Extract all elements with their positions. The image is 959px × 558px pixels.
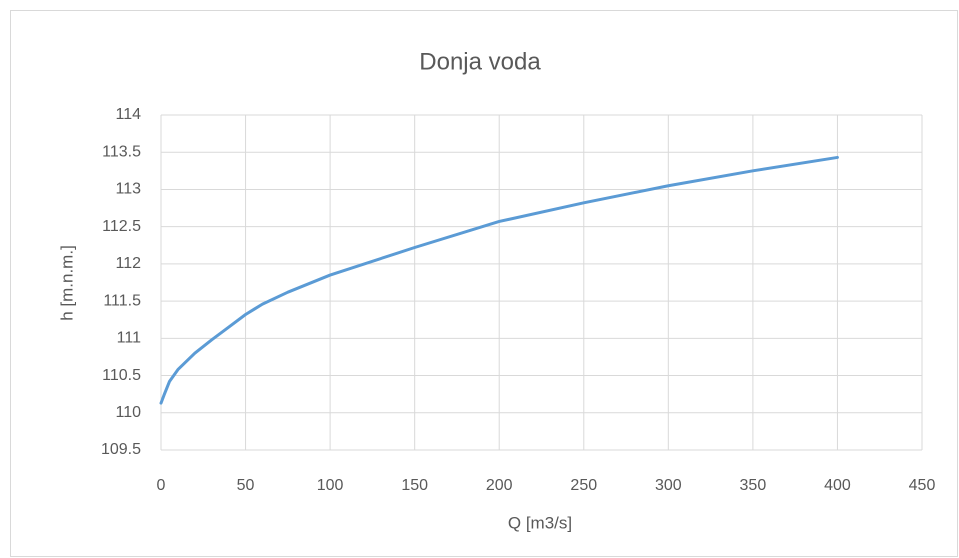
x-tick-label: 350 [740, 477, 767, 494]
x-axis-label: Q [m3/s] [508, 513, 572, 532]
x-tick-label: 0 [157, 477, 166, 494]
x-tick-label: 450 [909, 477, 936, 494]
x-tick-label: 400 [824, 477, 851, 494]
y-axis-label: h [m.n.m.] [57, 245, 76, 321]
x-tick-label: 200 [486, 477, 513, 494]
y-tick-label: 112.5 [102, 218, 141, 235]
x-tick-label: 100 [317, 477, 344, 494]
x-tick-label: 50 [237, 477, 255, 494]
y-tick-label: 113.5 [102, 143, 141, 160]
y-tick-label: 113 [115, 181, 141, 198]
x-tick-label: 150 [401, 477, 428, 494]
x-tick-label: 250 [570, 477, 597, 494]
y-tick-label: 109.5 [101, 441, 141, 458]
data-line [159, 155, 839, 405]
y-tick-label: 110 [115, 404, 141, 421]
y-tick-label: 112 [115, 255, 141, 272]
y-tick-label: 111 [117, 330, 141, 347]
y-tick-label: 110.5 [102, 367, 141, 384]
chart-frame [10, 10, 958, 557]
chart-title: Donja voda [419, 48, 541, 75]
y-tick-label: 111.5 [103, 292, 141, 309]
x-tick-label: 300 [655, 477, 682, 494]
y-tick-label: 114 [115, 106, 141, 123]
